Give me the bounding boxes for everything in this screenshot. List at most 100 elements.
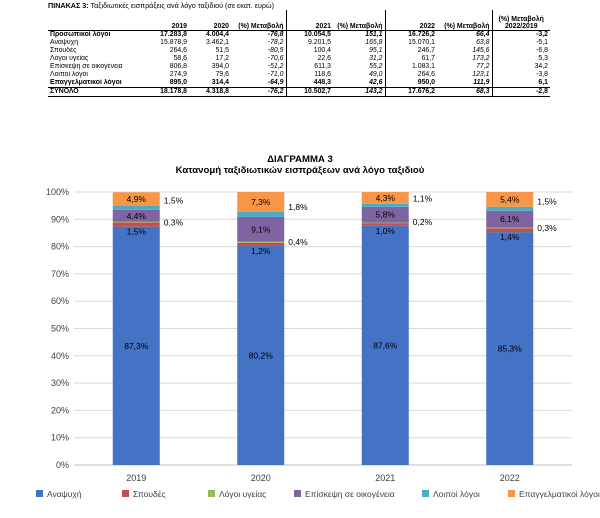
- table-cell: 66,4: [476, 30, 490, 38]
- table-cell: -70,6: [267, 54, 284, 62]
- row-label: ΣΥΝΟΛΟ: [48, 87, 143, 98]
- legend-label: Επαγγελματικοί λόγοι: [519, 489, 600, 499]
- table-cell: 6,1: [491, 79, 550, 88]
- header-cell: (%) Μεταβολή 2022/2019: [491, 10, 550, 31]
- y-tick-label: 90%: [51, 214, 69, 224]
- data-label: 1,4%: [500, 232, 520, 242]
- bar-segment: [486, 192, 534, 207]
- y-tick-label: 100%: [46, 187, 69, 197]
- table-cell: 1.083,1: [384, 62, 437, 71]
- table-cell: 77,2: [476, 62, 490, 70]
- table-cell: 246,7: [384, 46, 437, 55]
- bar-segment: [486, 232, 534, 465]
- data-label: 85,3%: [498, 344, 523, 354]
- table-cell: 314,4: [211, 79, 229, 87]
- table-cell: 173,2: [472, 54, 490, 62]
- data-label: 9,1%: [251, 224, 271, 234]
- data-label: 1,1%: [413, 194, 433, 204]
- table-cell: -78,2: [267, 38, 284, 46]
- x-tick-label: 2022: [500, 473, 520, 483]
- table-row: ΣΥΝΟΛΟ 18.178,8 4.318,8 -76,2 10.502,7 143,2 1…: [48, 87, 550, 98]
- row-label: Επίσκεψη σε οικογένεια: [50, 62, 123, 70]
- y-tick-label: 10%: [51, 433, 69, 443]
- data-label: 0,4%: [288, 237, 308, 247]
- table-cell: 15.070,1: [384, 38, 437, 47]
- bar-segment: [361, 223, 409, 226]
- table-cell: -2,8: [491, 87, 550, 98]
- data-label: 0,2%: [413, 217, 433, 227]
- data-label: 4,4%: [127, 211, 147, 221]
- table-row: Αναψυχή 15.878,9 3.462,1 -78,2 9.201,5 165,8 1…: [48, 38, 550, 47]
- table-cell: -71,0: [267, 70, 284, 78]
- data-label: 4,9%: [127, 194, 147, 204]
- table-cell: 274,9: [169, 70, 187, 78]
- table-cell: 3.462,1: [206, 38, 229, 46]
- bar-segment: [112, 192, 160, 206]
- data-label: 1,5%: [164, 196, 184, 206]
- table-title-number: ΠΙΝΑΚΑΣ 3:: [48, 1, 89, 10]
- legend-swatch: [508, 490, 515, 497]
- bar-segment: [361, 225, 409, 465]
- table-cell: 4.004,4: [206, 30, 229, 38]
- table-cell: 10.054,5: [285, 30, 333, 39]
- table-cell: 151,1: [365, 30, 383, 38]
- bar-segment: [237, 211, 285, 217]
- row-label: Λόγοι υγείας: [50, 54, 89, 62]
- bar-segment: [112, 226, 160, 465]
- data-label: 1,0%: [376, 226, 396, 236]
- table-cell: 18.178,8: [143, 87, 189, 98]
- y-tick-label: 20%: [51, 405, 69, 415]
- header-cell: (%) Μεταβολή: [231, 10, 286, 31]
- table-cell: 95,1: [369, 46, 383, 54]
- bar-segment: [237, 192, 285, 212]
- table-title: ΠΙΝΑΚΑΣ 3: Ταξιδιωτικές εισπράξεις ανά λ…: [48, 1, 274, 10]
- table-header-row: 2019 2020 (%) Μεταβολή 2021 (%) Μεταβολή…: [48, 10, 550, 31]
- table-cell: 111,9: [473, 79, 490, 87]
- chart-subtitle: Κατανομή ταξιδιωτικών εισπράξεων ανά λόγ…: [175, 165, 425, 176]
- table-cell: 31,2: [369, 54, 383, 62]
- bar-segment: [237, 216, 285, 242]
- header-cell: 2022: [384, 10, 437, 31]
- bar-segment: [112, 209, 160, 222]
- legend-label: Σπουδές: [133, 489, 166, 499]
- bar-segment: [237, 246, 285, 465]
- row-label: Λοιποί λόγοι: [50, 70, 88, 78]
- legend-label: Αναψυχή: [47, 489, 82, 499]
- header-cell: 2020: [189, 10, 231, 31]
- table-cell: -80,5: [267, 46, 284, 54]
- table-cell: 55,2: [369, 62, 383, 70]
- legend-swatch: [122, 490, 129, 497]
- table-cell: 16.726,2: [384, 30, 437, 39]
- table-cell: -64,9: [267, 79, 284, 87]
- table-cell: 264,6: [384, 70, 437, 80]
- table-cell: 448,3: [285, 79, 333, 88]
- data-label: 4,3%: [376, 193, 396, 203]
- table-cell: 143,2: [333, 87, 385, 98]
- header-cell: 2021: [285, 10, 333, 31]
- table-cell: 17,2: [215, 54, 229, 62]
- table-cell: -51,2: [267, 62, 284, 70]
- table-cell: -5,1: [491, 38, 550, 47]
- data-label: 5,8%: [376, 210, 396, 220]
- table-cell: 15.878,9: [160, 38, 187, 46]
- table-cell: -3,8: [491, 70, 550, 80]
- table-cell: 394,0: [211, 62, 229, 70]
- table-title-text: Ταξιδιωτικές εισπράξεις ανά λόγο ταξιδιο…: [88, 1, 274, 10]
- header-cell: [48, 10, 143, 31]
- bar-segment: [237, 241, 285, 243]
- bar-segment: [361, 206, 409, 223]
- table-cell: 61,7: [384, 54, 437, 63]
- table-cell: 34,2: [491, 62, 550, 71]
- table-row: Επαγγελματικοί λόγοι 895,0 314,4 -64,9 448,3…: [48, 79, 550, 88]
- table-cell: 165,8: [365, 38, 383, 46]
- chart-title: ΔΙΑΓΡΑΜΜΑ 3: [267, 154, 333, 165]
- x-tick-label: 2019: [126, 473, 146, 483]
- receipts-table: 2019 2020 (%) Μεταβολή 2021 (%) Μεταβολή…: [48, 10, 550, 98]
- table-cell: 51,5: [215, 46, 229, 54]
- bar-segment: [361, 192, 409, 204]
- y-tick-label: 40%: [51, 351, 69, 361]
- y-tick-label: 30%: [51, 378, 69, 388]
- x-tick-label: 2021: [375, 473, 395, 483]
- data-label: 1,5%: [537, 197, 557, 207]
- data-label: 80,2%: [249, 351, 274, 361]
